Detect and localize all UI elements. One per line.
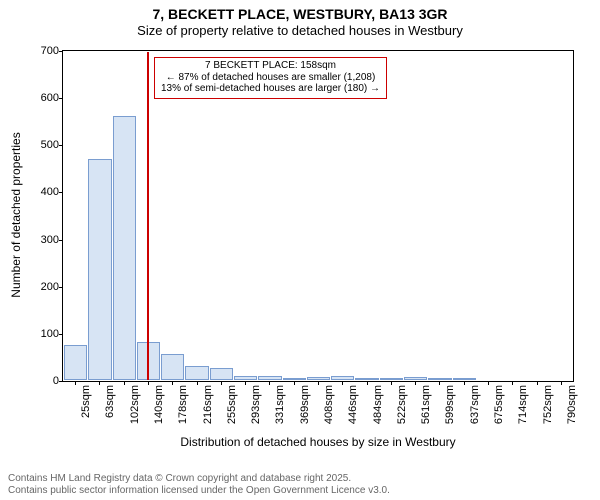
histogram-bar (380, 378, 403, 380)
histogram-bar (404, 377, 427, 380)
x-tick-label: 714sqm (517, 385, 529, 424)
x-tick-label: 369sqm (299, 385, 311, 424)
y-tick-mark (59, 192, 63, 193)
x-tick-mark (439, 381, 440, 385)
x-tick-label: 216sqm (202, 385, 214, 424)
y-tick-mark (59, 287, 63, 288)
x-tick-mark (561, 381, 562, 385)
x-tick-mark (415, 381, 416, 385)
x-tick-mark (269, 381, 270, 385)
callout-line-2: ← 87% of detached houses are smaller (1,… (161, 72, 380, 84)
y-tick-label: 500 (41, 139, 59, 151)
y-tick-mark (59, 381, 63, 382)
histogram-bar (453, 378, 476, 380)
histogram-bar (258, 376, 281, 380)
x-tick-mark (367, 381, 368, 385)
y-tick-label: 700 (41, 45, 59, 57)
histogram-bar (113, 116, 136, 380)
histogram-bar (331, 376, 354, 380)
callout-line-3: 13% of semi-detached houses are larger (… (161, 83, 380, 95)
y-tick-mark (59, 98, 63, 99)
y-tick-label: 300 (41, 234, 59, 246)
x-tick-mark (342, 381, 343, 385)
histogram-bar (428, 378, 451, 380)
footer-line-2: Contains public sector information licen… (8, 485, 390, 497)
x-tick-label: 599sqm (444, 385, 456, 424)
x-tick-label: 102sqm (129, 385, 141, 424)
x-tick-label: 522sqm (396, 385, 408, 424)
histogram-bar (161, 354, 184, 380)
x-tick-label: 484sqm (372, 385, 384, 424)
y-tick-label: 200 (41, 281, 59, 293)
callout-line-1: 7 BECKETT PLACE: 158sqm (161, 60, 380, 72)
x-tick-mark (99, 381, 100, 385)
plot-area: Distribution of detached houses by size … (62, 50, 574, 382)
x-tick-mark (221, 381, 222, 385)
x-tick-label: 637sqm (469, 385, 481, 424)
x-tick-label: 790sqm (566, 385, 578, 424)
callout-box: 7 BECKETT PLACE: 158sqm← 87% of detached… (154, 57, 387, 99)
x-tick-label: 140sqm (153, 385, 165, 424)
x-tick-mark (318, 381, 319, 385)
x-tick-label: 178sqm (177, 385, 189, 424)
marker-line (147, 52, 149, 380)
x-tick-mark (197, 381, 198, 385)
x-tick-mark (488, 381, 489, 385)
histogram-bar (355, 378, 378, 380)
x-tick-label: 293sqm (250, 385, 262, 424)
x-tick-mark (124, 381, 125, 385)
x-tick-label: 752sqm (542, 385, 554, 424)
x-tick-mark (464, 381, 465, 385)
x-tick-label: 63sqm (104, 385, 116, 418)
histogram-bar (64, 345, 87, 380)
page-subtitle: Size of property relative to detached ho… (0, 23, 600, 38)
histogram-bar (210, 368, 233, 380)
x-tick-label: 331sqm (274, 385, 286, 424)
histogram-bar (185, 366, 208, 380)
y-tick-mark (59, 240, 63, 241)
x-tick-label: 675sqm (493, 385, 505, 424)
x-tick-label: 255sqm (226, 385, 238, 424)
y-tick-label: 100 (41, 328, 59, 340)
x-tick-mark (75, 381, 76, 385)
x-tick-mark (294, 381, 295, 385)
histogram-bar (88, 159, 111, 380)
y-tick-label: 400 (41, 186, 59, 198)
x-tick-mark (172, 381, 173, 385)
x-tick-mark (391, 381, 392, 385)
y-axis-label: Number of detached properties (9, 132, 23, 297)
x-axis-label: Distribution of detached houses by size … (180, 435, 455, 449)
y-tick-label: 600 (41, 92, 59, 104)
y-tick-mark (59, 51, 63, 52)
y-tick-mark (59, 145, 63, 146)
x-tick-mark (537, 381, 538, 385)
x-tick-label: 561sqm (420, 385, 432, 424)
histogram-bar (307, 377, 330, 380)
x-tick-mark (245, 381, 246, 385)
x-tick-label: 446sqm (347, 385, 359, 424)
footer-line-1: Contains HM Land Registry data © Crown c… (8, 473, 390, 485)
histogram-bar (234, 376, 257, 380)
x-tick-label: 408sqm (323, 385, 335, 424)
histogram-bar (283, 378, 306, 380)
y-tick-mark (59, 334, 63, 335)
x-tick-label: 25sqm (80, 385, 92, 418)
page-title: 7, BECKETT PLACE, WESTBURY, BA13 3GR (0, 6, 600, 22)
footer: Contains HM Land Registry data © Crown c… (8, 473, 390, 496)
x-tick-mark (148, 381, 149, 385)
x-tick-mark (512, 381, 513, 385)
